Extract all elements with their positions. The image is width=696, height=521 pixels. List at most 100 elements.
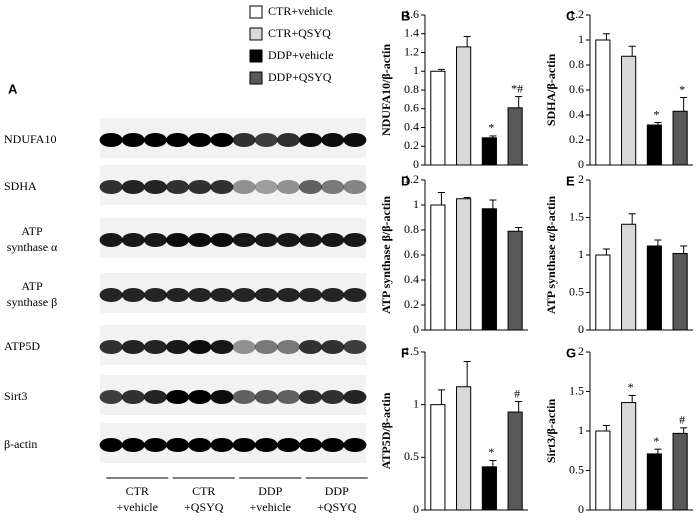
y-tick-label: 0.6 — [569, 82, 584, 96]
bar — [507, 107, 523, 166]
y-tick-label: 1.2 — [404, 44, 419, 58]
y-tick-label: 0.8 — [404, 82, 419, 96]
legend-label: DDP+vehicle — [268, 48, 333, 62]
y-tick-label: 0.4 — [404, 119, 419, 133]
bar — [672, 432, 688, 511]
significance-mark: # — [679, 413, 685, 427]
y-tick-label: 0.2 — [404, 297, 419, 311]
bar — [430, 204, 446, 331]
blot-band — [99, 180, 123, 194]
y-tick-label: 0 — [578, 322, 584, 336]
y-tick-label: 1.4 — [404, 26, 419, 40]
y-tick-label: 0 — [578, 502, 584, 516]
blot-band — [99, 438, 123, 452]
blot-band — [188, 438, 212, 452]
blot-band — [166, 233, 190, 247]
y-tick-label: 0.5 — [569, 462, 584, 476]
significance-mark: * — [488, 445, 494, 459]
blot-band — [343, 180, 367, 194]
bar — [456, 46, 472, 166]
blot-row-label: synthase α — [7, 240, 58, 254]
blot-row-label: SDHA — [4, 179, 37, 193]
group-label: +QSYQ — [317, 500, 357, 514]
blot-band — [99, 133, 123, 147]
y-tick-label: 0.5 — [569, 284, 584, 298]
blot-band — [121, 340, 145, 354]
significance-mark: * — [628, 380, 634, 394]
bar — [595, 430, 611, 511]
blot-band — [321, 390, 345, 404]
blot-band — [210, 288, 234, 302]
blot-band — [343, 340, 367, 354]
legend-swatch — [249, 49, 263, 63]
significance-mark: # — [514, 386, 520, 400]
group-label: +vehicle — [117, 500, 158, 514]
y-tick-label: 1 — [413, 63, 419, 77]
blot-background — [100, 165, 366, 205]
blot-background — [100, 423, 366, 463]
blot-band — [254, 288, 278, 302]
group-label: CTR — [126, 484, 149, 498]
blot-band — [121, 390, 145, 404]
y-tick-label: 0.6 — [404, 247, 419, 261]
blot-band — [232, 390, 256, 404]
blot-row-label: Sirt3 — [4, 389, 27, 403]
y-axis-label: ATP synthase β/β-actin — [379, 196, 393, 314]
blot-band — [321, 438, 345, 452]
blot-band — [321, 180, 345, 194]
blot-band — [343, 438, 367, 452]
blot-band — [321, 133, 345, 147]
panel-label: G — [566, 345, 576, 360]
blot-band — [299, 438, 323, 452]
blot-band — [254, 180, 278, 194]
blot-band — [343, 133, 367, 147]
blot-band — [232, 438, 256, 452]
y-tick-label: 0.2 — [569, 132, 584, 146]
blot-band — [254, 133, 278, 147]
blot-band — [321, 233, 345, 247]
blot-band — [99, 233, 123, 247]
panel-label: F — [401, 345, 409, 360]
y-tick-label: 1 — [578, 423, 584, 437]
panel-label: A — [8, 81, 18, 96]
bar — [430, 404, 446, 511]
blot-band — [99, 288, 123, 302]
bar — [621, 402, 637, 511]
blot-band — [276, 438, 300, 452]
blot-band — [166, 288, 190, 302]
blot-band — [99, 340, 123, 354]
y-axis-label: ATP5D/β-actin — [379, 392, 393, 469]
blot-row-label: ATP — [21, 224, 43, 238]
blot-band — [121, 180, 145, 194]
blot-band — [276, 133, 300, 147]
group-label: +QSYQ — [184, 500, 224, 514]
y-tick-label: 1 — [413, 396, 419, 410]
blot-band — [276, 180, 300, 194]
legend-label: CTR+vehicle — [268, 4, 333, 18]
bar — [595, 39, 611, 166]
y-tick-label: 1 — [578, 32, 584, 46]
blot-band — [210, 390, 234, 404]
panel-label: D — [401, 173, 410, 188]
bar — [456, 198, 472, 331]
blot-band — [188, 233, 212, 247]
blot-band — [121, 438, 145, 452]
y-tick-label: 1 — [578, 247, 584, 261]
group-label: CTR — [192, 484, 215, 498]
blot-band — [299, 340, 323, 354]
blot-band — [321, 288, 345, 302]
blot-band — [254, 438, 278, 452]
blot-band — [232, 288, 256, 302]
blot-background — [100, 375, 366, 415]
panel-label: B — [401, 8, 410, 23]
y-tick-label: 0 — [413, 322, 419, 336]
significance-mark: * — [653, 434, 659, 448]
significance-mark: * — [653, 107, 659, 121]
blot-band — [299, 233, 323, 247]
group-label: DDP — [325, 484, 349, 498]
blot-band — [210, 180, 234, 194]
y-tick-label: 1.2 — [569, 7, 584, 21]
blot-band — [254, 340, 278, 354]
blot-band — [121, 288, 145, 302]
y-tick-label: 2 — [578, 172, 584, 186]
